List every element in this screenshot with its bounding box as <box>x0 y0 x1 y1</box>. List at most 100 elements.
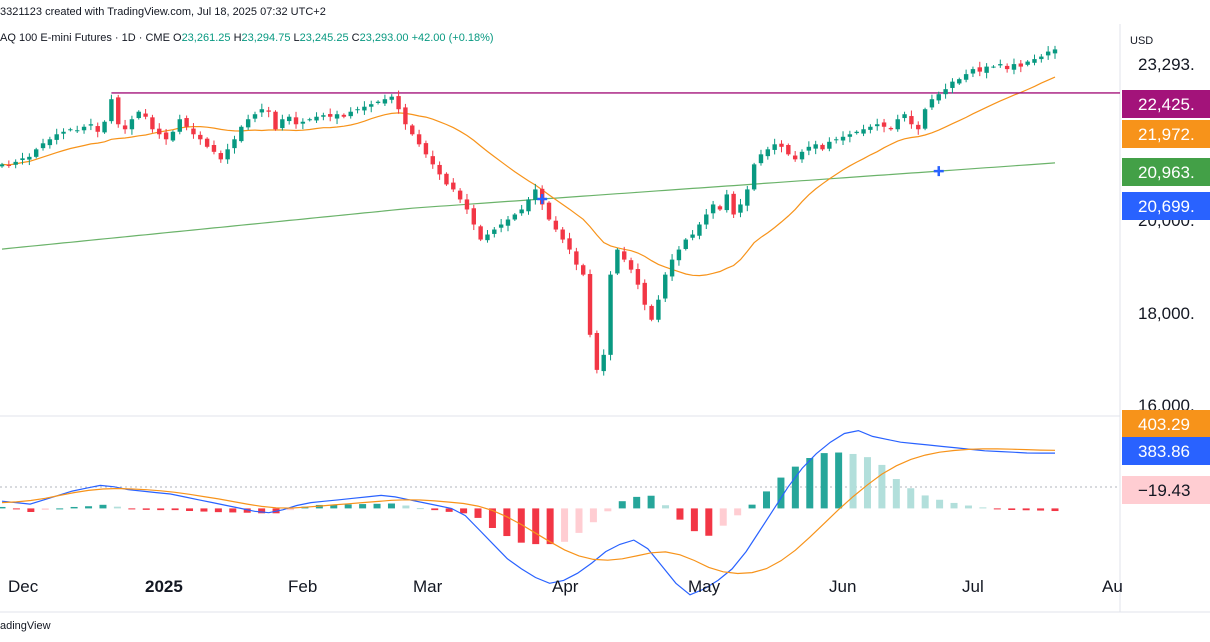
candle-body <box>430 156 435 165</box>
histogram-bar <box>546 508 554 545</box>
candle-body <box>150 117 155 130</box>
candle-body <box>909 116 914 125</box>
candle-body <box>122 125 128 130</box>
candle-body <box>307 119 312 121</box>
candle-body <box>1018 63 1024 67</box>
candle-body <box>191 128 196 135</box>
histogram-bar <box>431 508 439 511</box>
candle-body <box>47 139 53 146</box>
candle-body <box>505 219 511 226</box>
histogram-bar <box>993 508 1001 510</box>
candle-body <box>943 89 948 95</box>
candle-body <box>389 96 394 100</box>
candle-body <box>218 153 224 160</box>
candle-body <box>464 199 470 210</box>
histogram-bar <box>892 479 900 509</box>
price-tick-label: 18,000. <box>1138 304 1195 323</box>
candle-body <box>792 155 798 160</box>
histogram-bar <box>950 502 958 509</box>
histogram-bar <box>719 508 727 526</box>
histogram-bar <box>330 504 338 509</box>
candle-body <box>950 81 955 88</box>
price-tag <box>1122 120 1210 148</box>
tradingview-brand: adingView <box>0 620 51 632</box>
high-label: H <box>233 32 242 44</box>
histogram-bar <box>41 508 49 510</box>
candle-body <box>485 234 490 241</box>
candle-body <box>369 104 374 107</box>
candle-body <box>280 119 285 129</box>
candle-body <box>642 282 647 305</box>
low-value: 23,245.25 <box>299 32 349 44</box>
candle-body <box>984 66 989 73</box>
candle-body <box>635 269 641 285</box>
time-tick-label: May <box>688 577 721 596</box>
candle-body <box>676 249 682 261</box>
candle-body <box>423 143 429 155</box>
candle-body <box>6 164 12 166</box>
price-tag-label: 20,963. <box>1138 163 1195 182</box>
candle-body <box>177 119 182 132</box>
histogram-bar <box>387 503 395 509</box>
price-axis[interactable]: 20,000.18,000.16,000.23,293.22,425.21,97… <box>1122 55 1210 504</box>
candle-body <box>868 126 873 130</box>
histogram-bar <box>460 508 468 514</box>
candle-body <box>601 354 606 372</box>
candle-body <box>820 144 825 150</box>
histogram-bar <box>1037 508 1045 511</box>
candle-body <box>717 206 723 210</box>
macd-tag-label: −19.43 <box>1138 481 1190 500</box>
candle-body <box>362 106 367 111</box>
time-axis[interactable]: Dec 2025 Feb Mar Apr May Jun Jul Au <box>8 577 1123 596</box>
open-label: O <box>173 32 182 44</box>
change-value: +42.00 (+0.18%) <box>411 32 494 44</box>
candle-body <box>998 64 1003 66</box>
histogram-bar <box>633 496 641 509</box>
time-tick-label: Dec <box>8 577 39 596</box>
time-tick-label: Apr <box>552 577 579 596</box>
candle-body <box>1032 59 1037 63</box>
histogram-bar <box>690 508 698 532</box>
candle-body <box>54 134 59 140</box>
candle-body <box>628 260 634 270</box>
histogram-bar <box>532 508 540 545</box>
histogram-bar <box>878 464 886 509</box>
candle-body <box>143 113 148 117</box>
signal-line <box>1 448 1056 575</box>
candle-body <box>81 126 87 131</box>
macd-path <box>1 429 1055 596</box>
histogram-bar <box>964 505 972 509</box>
price-tag-label: 20,699. <box>1138 197 1195 216</box>
macd-tag-label: 383.86 <box>1138 442 1190 461</box>
candle-body <box>833 139 839 141</box>
candle-body <box>765 149 771 157</box>
histogram-bar <box>445 508 453 512</box>
candle-body <box>170 131 176 141</box>
macd-histogram <box>0 452 1059 545</box>
histogram-bar <box>113 506 121 509</box>
price-tag-label: 23,293. <box>1138 55 1195 74</box>
candle-body <box>581 265 586 275</box>
candle-body <box>245 119 251 128</box>
candle-body <box>20 158 25 161</box>
candle-body <box>587 274 593 335</box>
histogram-bar <box>157 508 165 511</box>
candle-body <box>396 96 401 110</box>
candle-body <box>239 126 244 142</box>
histogram-bar <box>70 506 78 509</box>
histogram-bar <box>647 495 655 509</box>
macd-tag-label: 403.29 <box>1138 415 1190 434</box>
histogram-bar <box>763 491 771 509</box>
candle-body <box>731 193 736 215</box>
histogram-bar <box>12 508 20 510</box>
price-tag-label: 22,425. <box>1138 95 1195 114</box>
candle-body <box>929 99 935 108</box>
candle-body <box>546 202 552 220</box>
candle-body <box>745 189 750 206</box>
candle-body <box>970 69 976 74</box>
candle-body <box>895 119 900 130</box>
histogram-bar <box>734 508 742 516</box>
histogram-bar <box>171 508 179 511</box>
candle-body <box>758 154 764 164</box>
